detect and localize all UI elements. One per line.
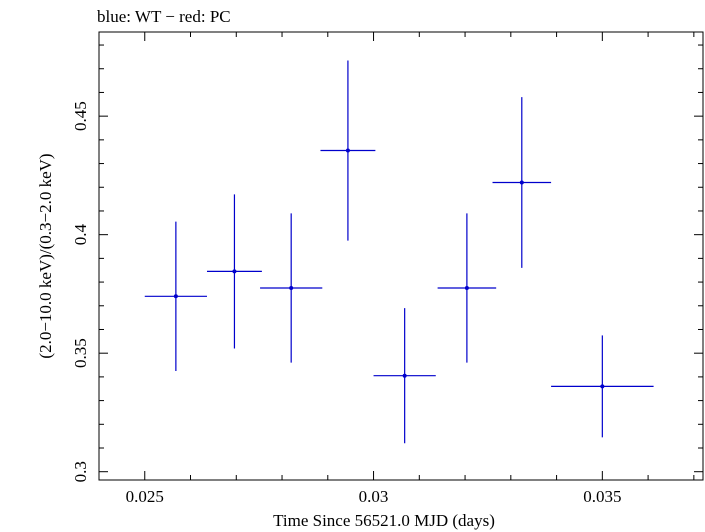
data-point (373, 308, 436, 444)
y-tick-label: 0.4 (71, 224, 90, 246)
point-marker (519, 180, 524, 185)
point-marker (289, 286, 294, 290)
y-axis-label: (2.0−10.0 keV)/(0.3−2.0 keV) (36, 153, 55, 358)
data-point (437, 213, 497, 363)
point-marker (173, 294, 178, 299)
point-marker (464, 286, 469, 290)
axis-ticks: 0.025 0.03 0.035 0.3 0.35 0.4 0.45 (71, 32, 703, 506)
point-marker (232, 269, 237, 274)
chart-title: blue: WT − red: PC (97, 7, 231, 26)
y-tick-label: 0.35 (71, 338, 90, 368)
point-marker (345, 148, 350, 153)
data-point (492, 97, 552, 268)
data-points (144, 60, 654, 444)
data-point (260, 213, 323, 363)
point-marker (600, 384, 605, 389)
data-point (320, 60, 376, 241)
data-point (144, 221, 207, 371)
data-point (551, 335, 654, 438)
y-tick-label: 0.45 (71, 101, 90, 131)
point-marker (402, 373, 407, 378)
y-tick-label: 0.3 (71, 461, 90, 482)
x-tick-label: 0.035 (583, 487, 621, 506)
x-axis-label: Time Since 56521.0 MJD (days) (273, 511, 495, 530)
x-tick-label: 0.03 (359, 487, 389, 506)
x-tick-label: 0.025 (126, 487, 164, 506)
data-point (206, 194, 262, 349)
plot-frame (98, 31, 704, 481)
